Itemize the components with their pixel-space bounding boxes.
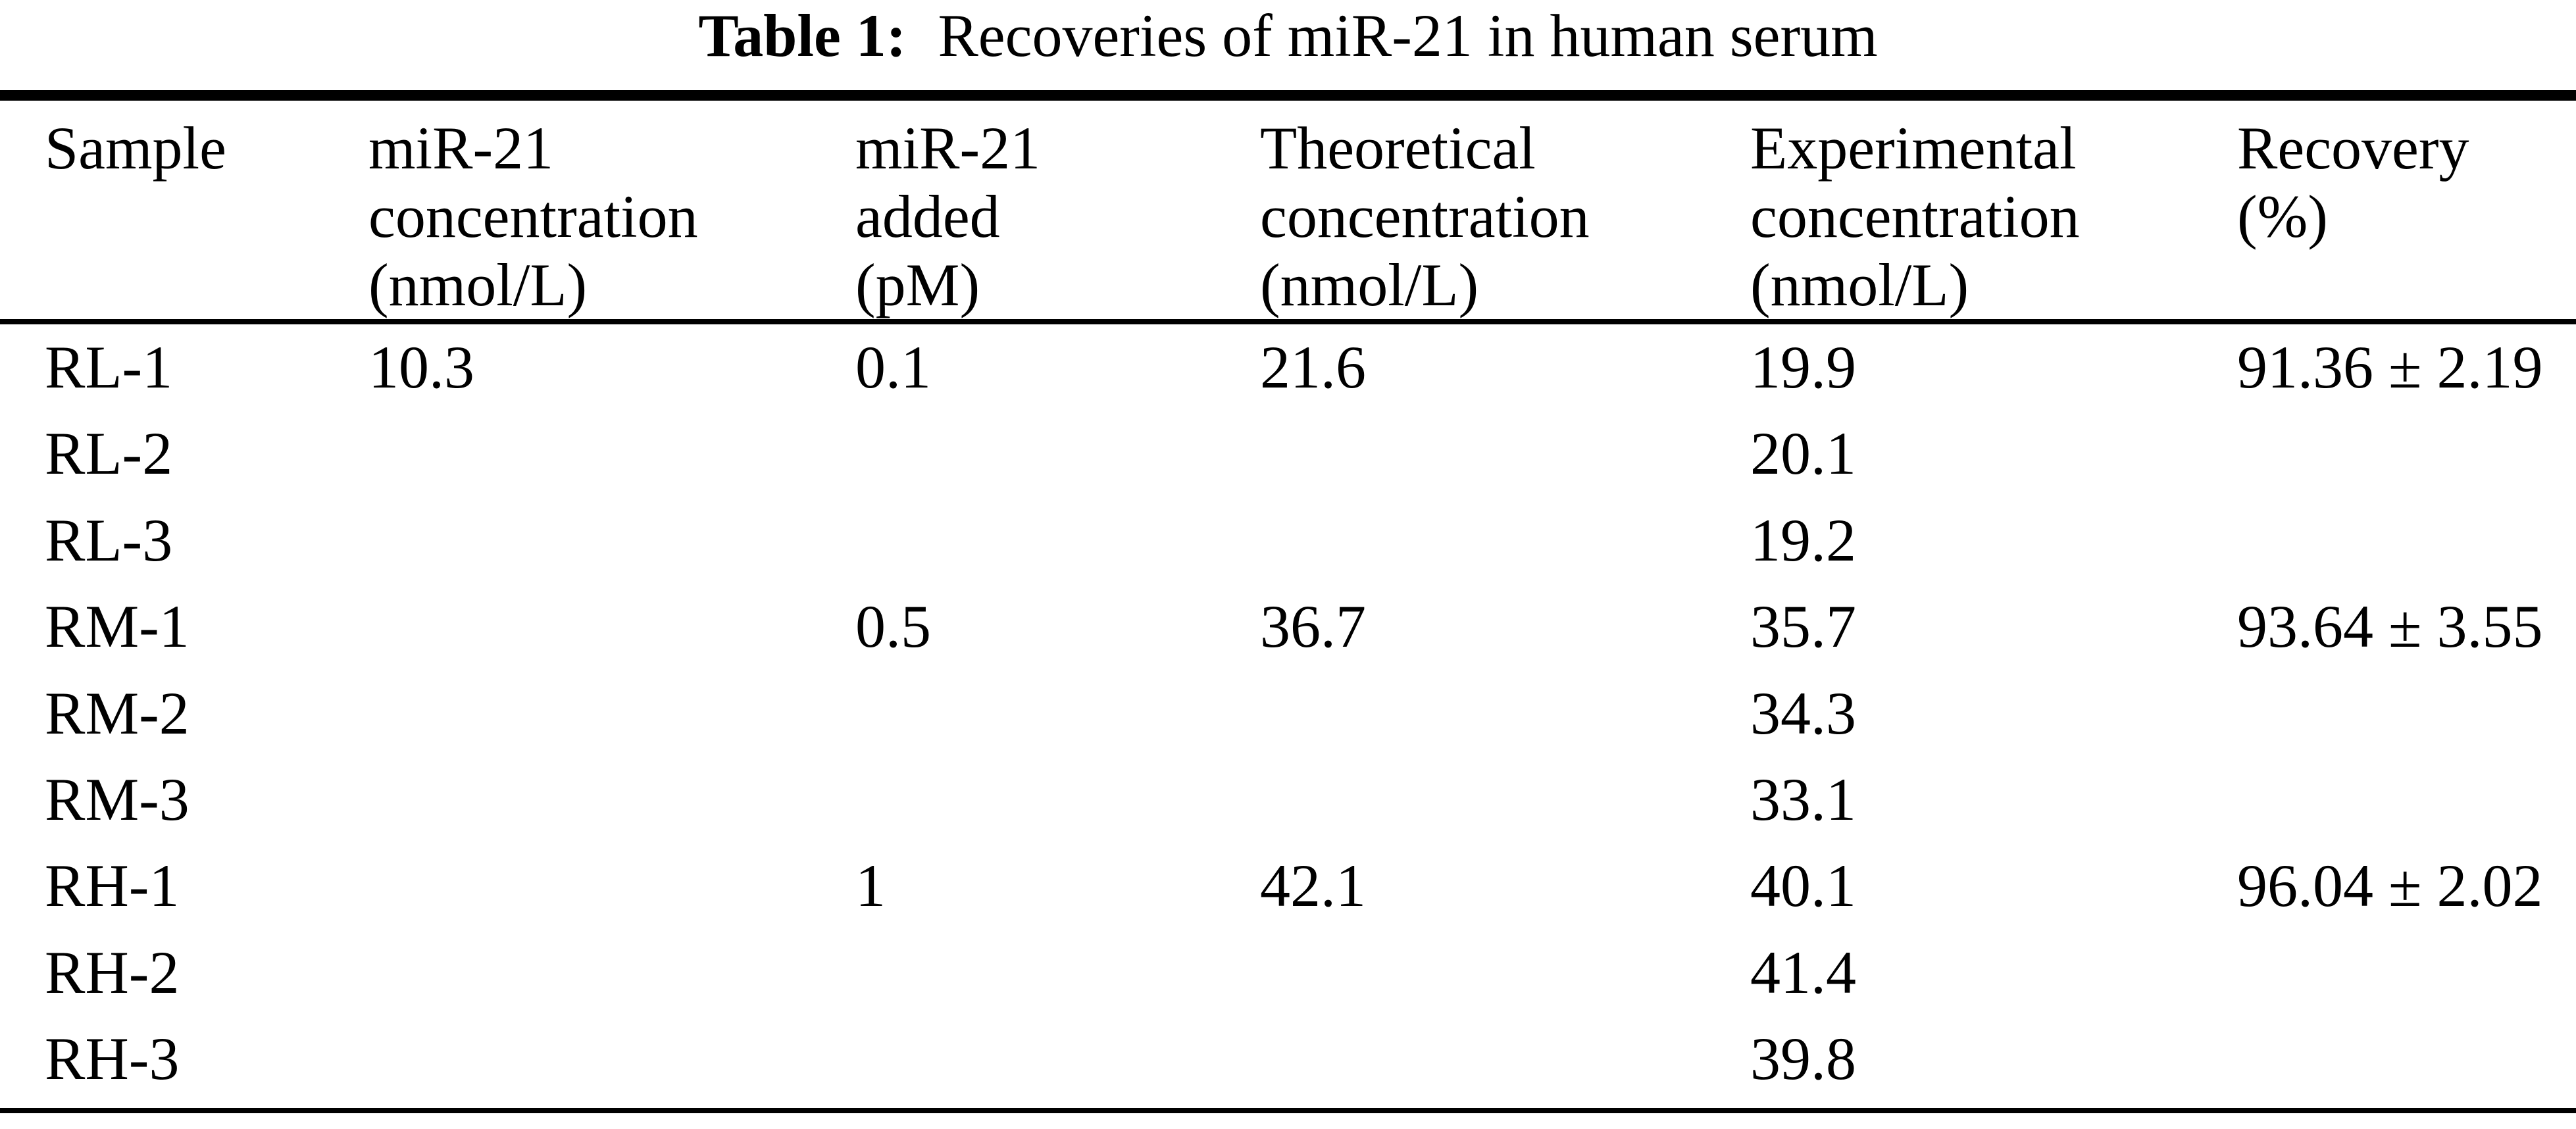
table-caption: Table 1: Recoveries of miR-21 in human se… <box>0 1 2576 70</box>
header-line: (%) <box>2237 183 2328 250</box>
cell-mir21-concentration <box>368 1016 855 1102</box>
cell-mir21-concentration <box>368 757 855 843</box>
cell-mir21-added <box>855 1016 1260 1102</box>
cell-mir21-added <box>855 411 1260 497</box>
cell-theoretical-concentration <box>1260 497 1750 584</box>
header-separator-border <box>0 319 2576 324</box>
cell-mir21-concentration: 10.3 <box>368 334 474 401</box>
header-line: miR-21 <box>368 114 554 182</box>
table-top-border <box>0 90 2576 101</box>
cell-mir21-added: 0.1 <box>855 334 931 401</box>
cell-mir21-concentration <box>368 411 855 497</box>
cell-mir21-added: 1 <box>855 852 886 920</box>
column-header-mir21-concentration: miR-21 concentration (nmol/L) <box>368 114 855 319</box>
table-row: RM-1 0.5 36.7 35.7 93.64 ± 3.55 <box>0 584 2576 670</box>
cell-recovery <box>2237 670 2576 757</box>
cell-theoretical-concentration <box>1260 411 1750 497</box>
cell-recovery <box>2237 411 2576 497</box>
header-line: (pM) <box>855 251 980 318</box>
header-line: (nmol/L) <box>1750 251 1969 318</box>
cell-experimental-concentration: 39.8 <box>1750 1025 1856 1093</box>
cell-theoretical-concentration: 21.6 <box>1260 334 1366 401</box>
table-row: RM-2 34.3 <box>0 670 2576 757</box>
table-header-row: Sample miR-21 concentration (nmol/L) miR… <box>0 101 2576 319</box>
cell-experimental-concentration: 35.7 <box>1750 593 1856 661</box>
header-line: concentration <box>1260 183 1590 250</box>
table-row: RH-3 39.8 <box>0 1016 2576 1102</box>
cell-mir21-added <box>855 930 1260 1016</box>
cell-recovery <box>2237 1016 2576 1102</box>
cell-sample: RM-1 <box>45 593 189 661</box>
table-body: RL-1 10.3 0.1 21.6 19.9 91.36 ± 2.19 RL-… <box>0 324 2576 1103</box>
header-line: Experimental <box>1750 114 2077 182</box>
table-bottom-border <box>0 1108 2576 1113</box>
column-header-theoretical-concentration: Theoretical concentration (nmol/L) <box>1260 114 1750 319</box>
table-row: RM-3 33.1 <box>0 757 2576 843</box>
column-header-mir21-added: miR-21 added (pM) <box>855 114 1260 319</box>
cell-theoretical-concentration <box>1260 757 1750 843</box>
column-header-recovery: Recovery (%) <box>2237 114 2576 251</box>
cell-theoretical-concentration: 42.1 <box>1260 852 1366 920</box>
cell-sample: RH-2 <box>45 938 180 1006</box>
header-line: Sample <box>45 114 226 182</box>
cell-sample: RL-1 <box>45 334 173 401</box>
header-line: concentration <box>368 183 698 250</box>
cell-mir21-concentration <box>368 843 855 929</box>
cell-mir21-added <box>855 670 1260 757</box>
cell-theoretical-concentration <box>1260 1016 1750 1102</box>
table-row: RL-2 20.1 <box>0 411 2576 497</box>
cell-mir21-added: 0.5 <box>855 593 931 661</box>
cell-sample: RL-3 <box>45 506 173 574</box>
cell-theoretical-concentration: 36.7 <box>1260 593 1366 661</box>
cell-experimental-concentration: 19.9 <box>1750 334 1856 401</box>
cell-experimental-concentration: 34.3 <box>1750 679 1856 747</box>
column-header-sample: Sample <box>0 114 368 182</box>
cell-mir21-concentration <box>368 497 855 584</box>
cell-experimental-concentration: 41.4 <box>1750 938 1856 1006</box>
cell-recovery: 93.64 ± 3.55 <box>2237 593 2543 661</box>
cell-experimental-concentration: 40.1 <box>1750 852 1856 920</box>
cell-theoretical-concentration <box>1260 670 1750 757</box>
table-row: RL-3 19.2 <box>0 497 2576 584</box>
cell-recovery <box>2237 930 2576 1016</box>
cell-sample: RH-1 <box>45 852 180 920</box>
header-line: (nmol/L) <box>368 251 588 318</box>
cell-mir21-concentration <box>368 584 855 670</box>
header-line: added <box>855 183 1000 250</box>
header-line: concentration <box>1750 183 2080 250</box>
cell-recovery: 96.04 ± 2.02 <box>2237 852 2543 920</box>
header-line: miR-21 <box>855 114 1041 182</box>
cell-mir21-concentration <box>368 670 855 757</box>
cell-sample: RM-2 <box>45 679 189 747</box>
caption-label: Table 1: <box>698 2 907 69</box>
cell-theoretical-concentration <box>1260 930 1750 1016</box>
cell-sample: RH-3 <box>45 1025 180 1093</box>
table-row: RH-1 1 42.1 40.1 96.04 ± 2.02 <box>0 843 2576 929</box>
table-row: RH-2 41.4 <box>0 930 2576 1016</box>
cell-mir21-concentration <box>368 930 855 1016</box>
cell-mir21-added <box>855 757 1260 843</box>
table-row: RL-1 10.3 0.1 21.6 19.9 91.36 ± 2.19 <box>0 324 2576 411</box>
header-line: (nmol/L) <box>1260 251 1479 318</box>
column-header-experimental-concentration: Experimental concentration (nmol/L) <box>1750 114 2237 319</box>
caption-text: Recoveries of miR-21 in human serum <box>938 2 1878 69</box>
cell-recovery: 91.36 ± 2.19 <box>2237 334 2543 401</box>
header-line: Recovery <box>2237 114 2469 182</box>
cell-experimental-concentration: 19.2 <box>1750 506 1856 574</box>
cell-recovery <box>2237 757 2576 843</box>
cell-sample: RL-2 <box>45 420 173 488</box>
header-line: Theoretical <box>1260 114 1536 182</box>
cell-experimental-concentration: 33.1 <box>1750 765 1856 833</box>
cell-recovery <box>2237 497 2576 584</box>
cell-mir21-added <box>855 497 1260 584</box>
cell-sample: RM-3 <box>45 765 189 833</box>
cell-experimental-concentration: 20.1 <box>1750 420 1856 488</box>
